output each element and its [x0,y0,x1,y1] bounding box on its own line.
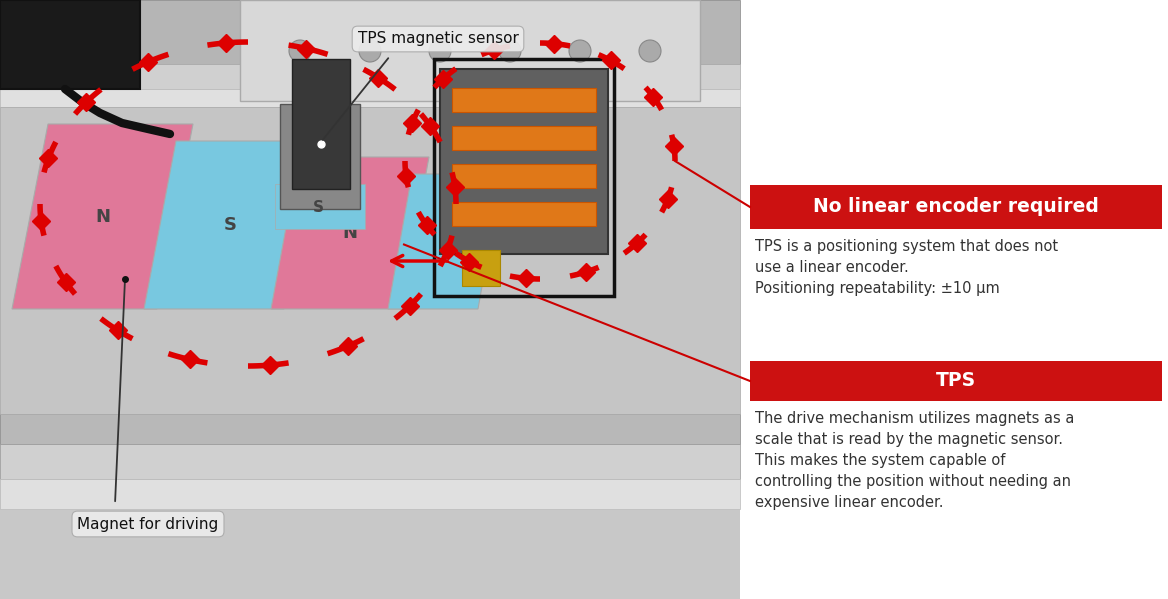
Bar [452,164,596,188]
Bar [434,59,614,296]
Bar [452,202,596,226]
Text: No linear encoder required: No linear encoder required [813,198,1099,216]
Text: TPS magnetic sensor: TPS magnetic sensor [357,32,519,47]
Bar [750,185,1162,229]
Bar [274,184,364,229]
Polygon shape [0,64,741,89]
Circle shape [359,40,381,62]
Polygon shape [271,157,429,309]
Polygon shape [0,444,741,479]
Text: N: N [342,224,357,242]
Polygon shape [144,141,317,309]
Polygon shape [388,174,502,309]
Bar [452,126,596,150]
Circle shape [639,40,661,62]
Bar [440,69,609,254]
Text: N: N [95,207,110,225]
Text: The drive mechanism utilizes magnets as a
scale that is read by the magnetic sen: The drive mechanism utilizes magnets as … [755,411,1075,510]
Circle shape [569,40,591,62]
Bar [0,0,741,599]
Text: S: S [438,232,452,250]
Circle shape [499,40,521,62]
Text: TPS is a positioning system that does not
use a linear encoder.
Positioning repe: TPS is a positioning system that does no… [755,239,1058,296]
Bar [292,59,350,189]
Bar [750,361,1162,401]
Polygon shape [0,0,741,64]
Bar [452,88,596,112]
Polygon shape [12,124,193,309]
Polygon shape [239,0,700,101]
Polygon shape [0,479,741,509]
Circle shape [288,40,311,62]
Text: TPS: TPS [936,371,976,391]
Text: S: S [313,199,324,214]
Polygon shape [0,89,741,107]
Polygon shape [0,414,741,444]
Circle shape [429,40,451,62]
Bar [0,0,140,89]
Bar [280,104,360,209]
Polygon shape [0,107,741,414]
Text: S: S [223,216,236,234]
Bar [463,250,500,286]
Text: Magnet for driving: Magnet for driving [77,516,218,531]
